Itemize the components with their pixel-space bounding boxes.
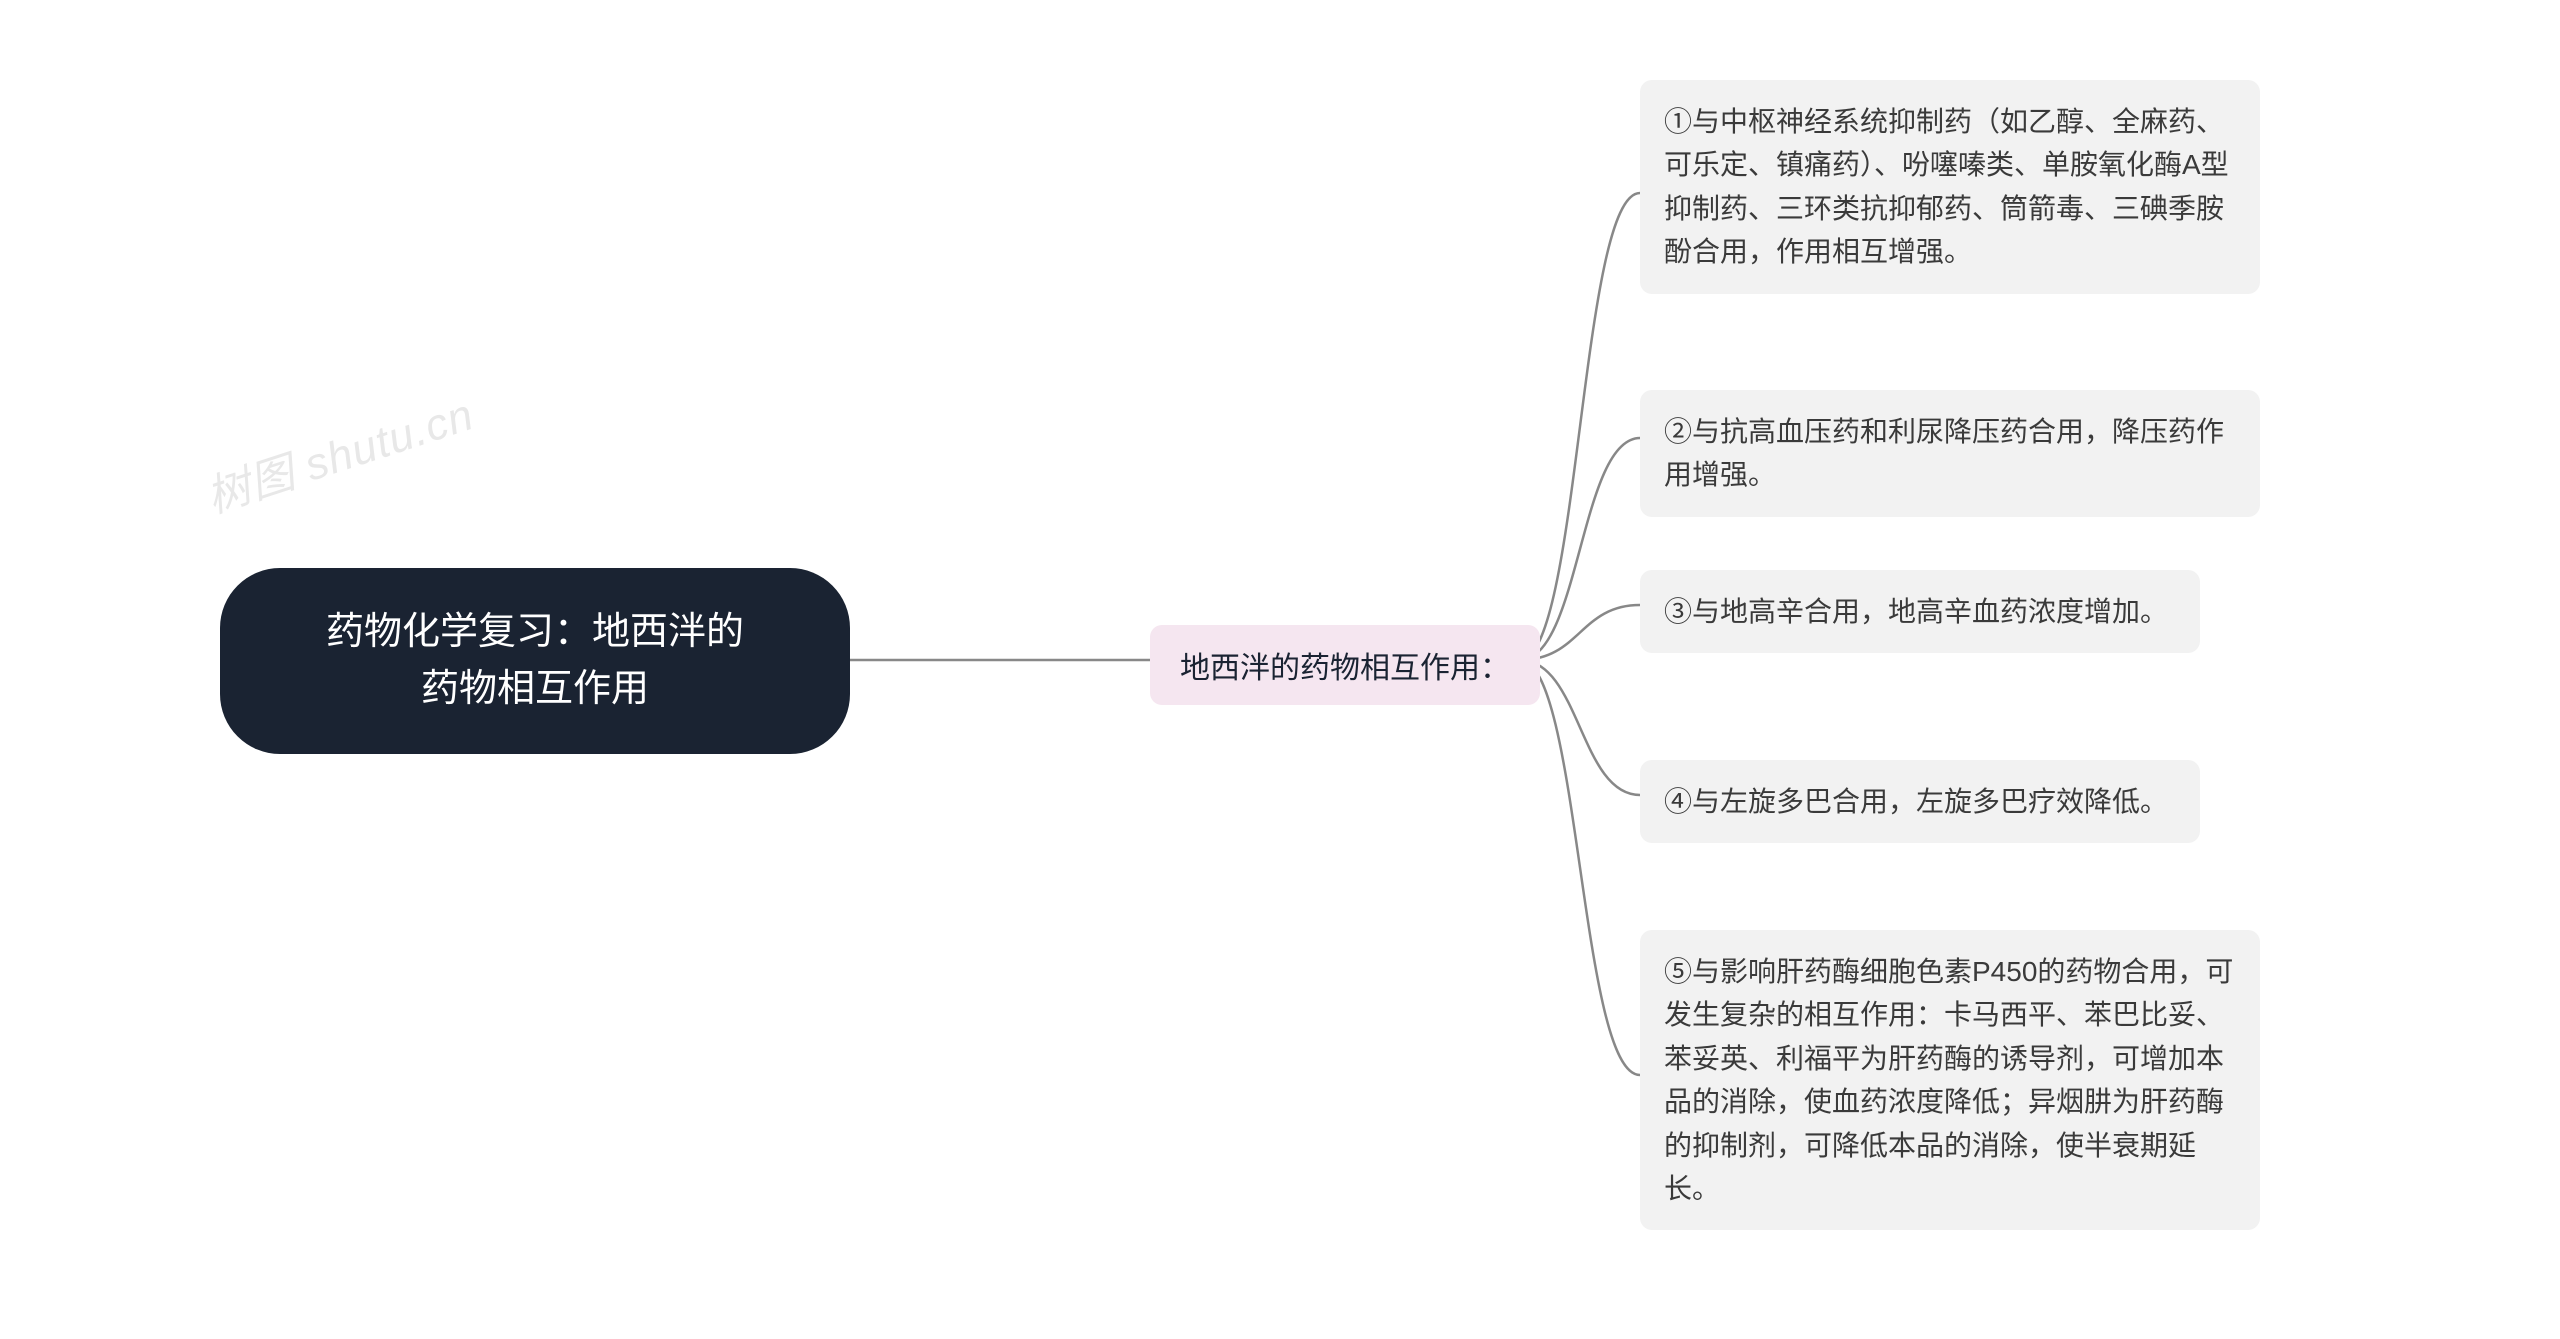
leaf-node-4: ④与左旋多巴合用，左旋多巴疗效降低。 [1640, 760, 2200, 843]
root-node: 药物化学复习：地西泮的 药物相互作用 [220, 568, 850, 754]
watermark-1: 树图 shutu.cn [197, 379, 481, 526]
leaf-node-5: ⑤与影响肝药酶细胞色素P450的药物合用，可发生复杂的相互作用：卡马西平、苯巴比… [1640, 930, 2260, 1230]
mindmap-canvas: 树图 shutu.cn 树图 shutu.cn 药物化学复习：地西泮的 药物相互… [0, 0, 2560, 1339]
leaf-node-2: ②与抗高血压药和利尿降压药合用，降压药作用增强。 [1640, 390, 2260, 517]
leaf-node-3: ③与地高辛合用，地高辛血药浓度增加。 [1640, 570, 2200, 653]
leaf-node-1: ①与中枢神经系统抑制药（如乙醇、全麻药、可乐定、镇痛药）、吩噻嗪类、单胺氧化酶A… [1640, 80, 2260, 294]
sub-node: 地西泮的药物相互作用： [1150, 625, 1540, 705]
